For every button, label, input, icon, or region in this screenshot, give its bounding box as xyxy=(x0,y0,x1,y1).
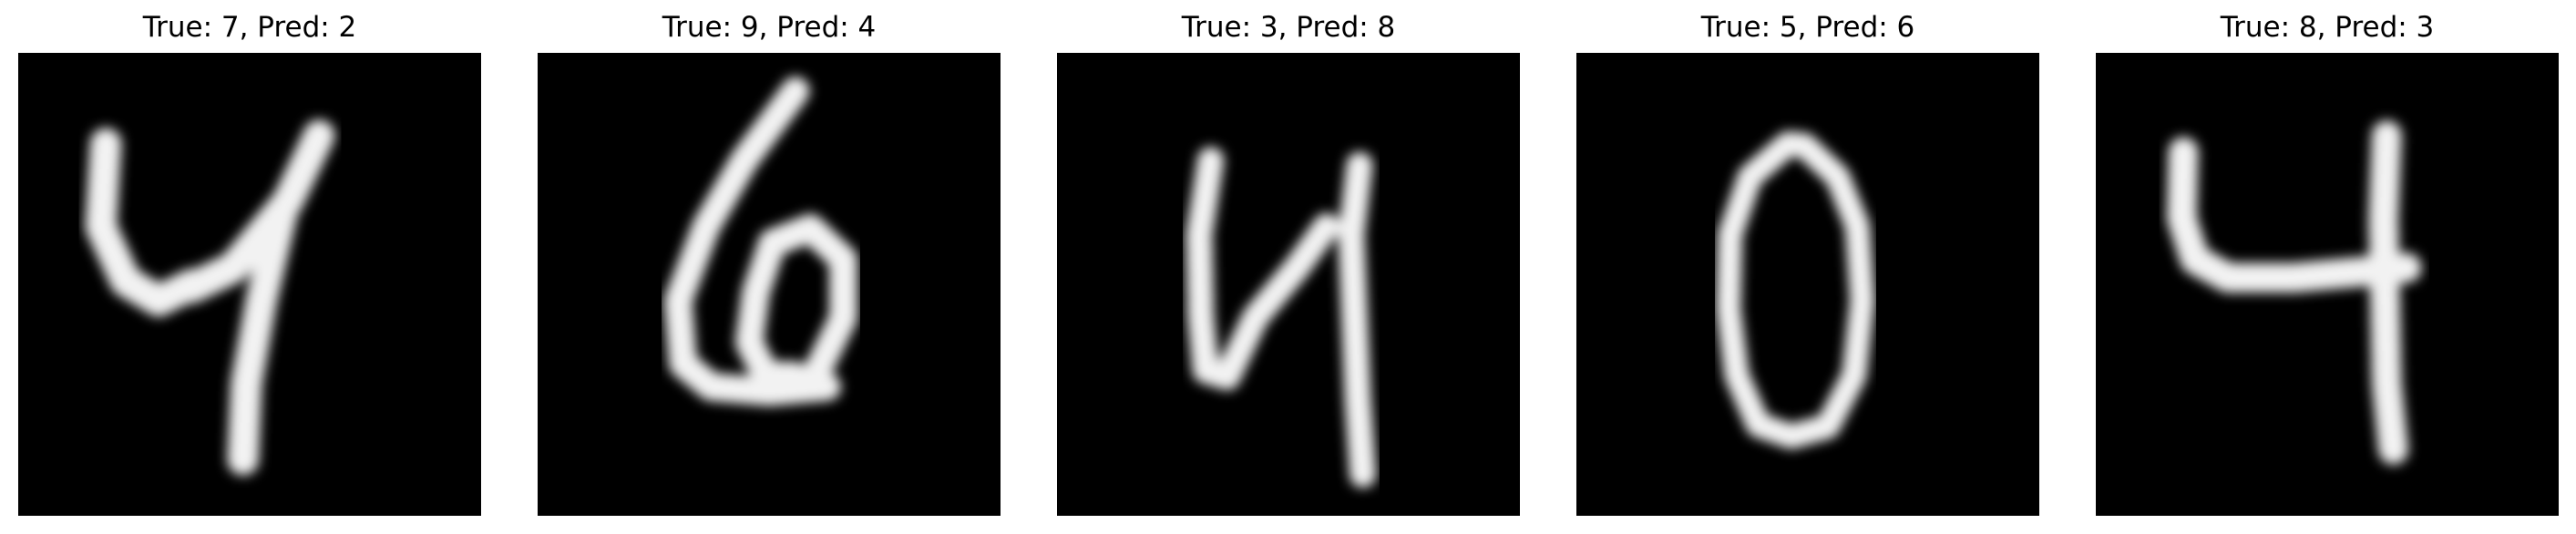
panel-title-3: True: 3, Pred: 8 xyxy=(1181,11,1396,44)
sample-panel-4: True: 5, Pred: 6 xyxy=(1576,0,2039,534)
digit-image-3 xyxy=(1057,53,1520,516)
panel-title-5: True: 8, Pred: 3 xyxy=(2220,11,2435,44)
sample-panel-2: True: 9, Pred: 4 xyxy=(538,0,1001,534)
digit-image-5 xyxy=(2096,53,2559,516)
sample-panel-1: True: 7, Pred: 2 xyxy=(18,0,481,534)
sample-panel-3: True: 3, Pred: 8 xyxy=(1057,0,1520,534)
panel-title-4: True: 5, Pred: 6 xyxy=(1700,11,1915,44)
digit-image-2 xyxy=(538,53,1001,516)
digit-image-4 xyxy=(1576,53,2039,516)
digit-image-1 xyxy=(18,53,481,516)
panel-title-1: True: 7, Pred: 2 xyxy=(142,11,357,44)
sample-panel-5: True: 8, Pred: 3 xyxy=(2096,0,2559,534)
panel-title-2: True: 9, Pred: 4 xyxy=(662,11,877,44)
